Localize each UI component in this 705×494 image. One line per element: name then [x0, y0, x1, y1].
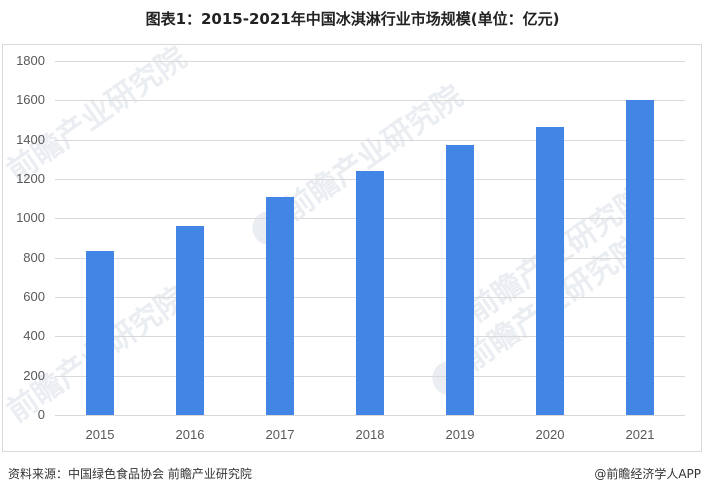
chart-frame: [2, 44, 702, 452]
bar-2021: [626, 100, 654, 415]
x-tick-label: 2020: [535, 427, 565, 442]
y-tick-label: 800: [23, 249, 45, 265]
bar-2019: [446, 144, 474, 415]
gridline: [55, 139, 685, 141]
y-tick-label: 600: [23, 289, 45, 304]
chart-title: 图表1：2015-2021年中国冰淇淋行业市场规模(单位：亿元): [145, 10, 560, 28]
y-tick-label: 200: [23, 367, 45, 383]
x-tick-label: 2017: [265, 427, 295, 442]
x-tick-label: 2021: [625, 427, 655, 442]
x-tick-label: 2019: [445, 427, 475, 442]
y-tick-label: 1000: [16, 210, 45, 226]
bar-2018: [356, 170, 384, 415]
bar-2015: [86, 250, 114, 415]
source-note: 资料来源：中国绿色食品协会 前瞻产业研究院: [8, 467, 252, 481]
gridline: [55, 61, 685, 62]
y-tick-label: 1600: [16, 92, 45, 108]
plot-area: [55, 61, 685, 416]
y-tick-label: 400: [23, 328, 45, 344]
y-tick-label: 0: [37, 407, 45, 422]
bar-2016: [176, 226, 204, 415]
y-tick-label: 1800: [16, 53, 45, 68]
gridline: [55, 100, 685, 102]
x-tick-label: 2016: [175, 427, 205, 442]
y-tick-label: 1200: [16, 171, 45, 186]
gridline: [55, 415, 685, 416]
bar-2017: [266, 197, 294, 415]
y-tick-label: 1400: [16, 131, 45, 147]
x-tick-label: 2018: [355, 427, 385, 442]
bar-2020: [536, 126, 564, 415]
x-tick-label: 2015: [85, 427, 115, 442]
credit-note: @前瞻经济学人APP: [594, 467, 701, 481]
